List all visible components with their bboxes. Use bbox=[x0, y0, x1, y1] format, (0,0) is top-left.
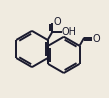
Text: O: O bbox=[53, 17, 61, 27]
Text: OH: OH bbox=[62, 27, 77, 37]
Text: O: O bbox=[93, 34, 101, 44]
